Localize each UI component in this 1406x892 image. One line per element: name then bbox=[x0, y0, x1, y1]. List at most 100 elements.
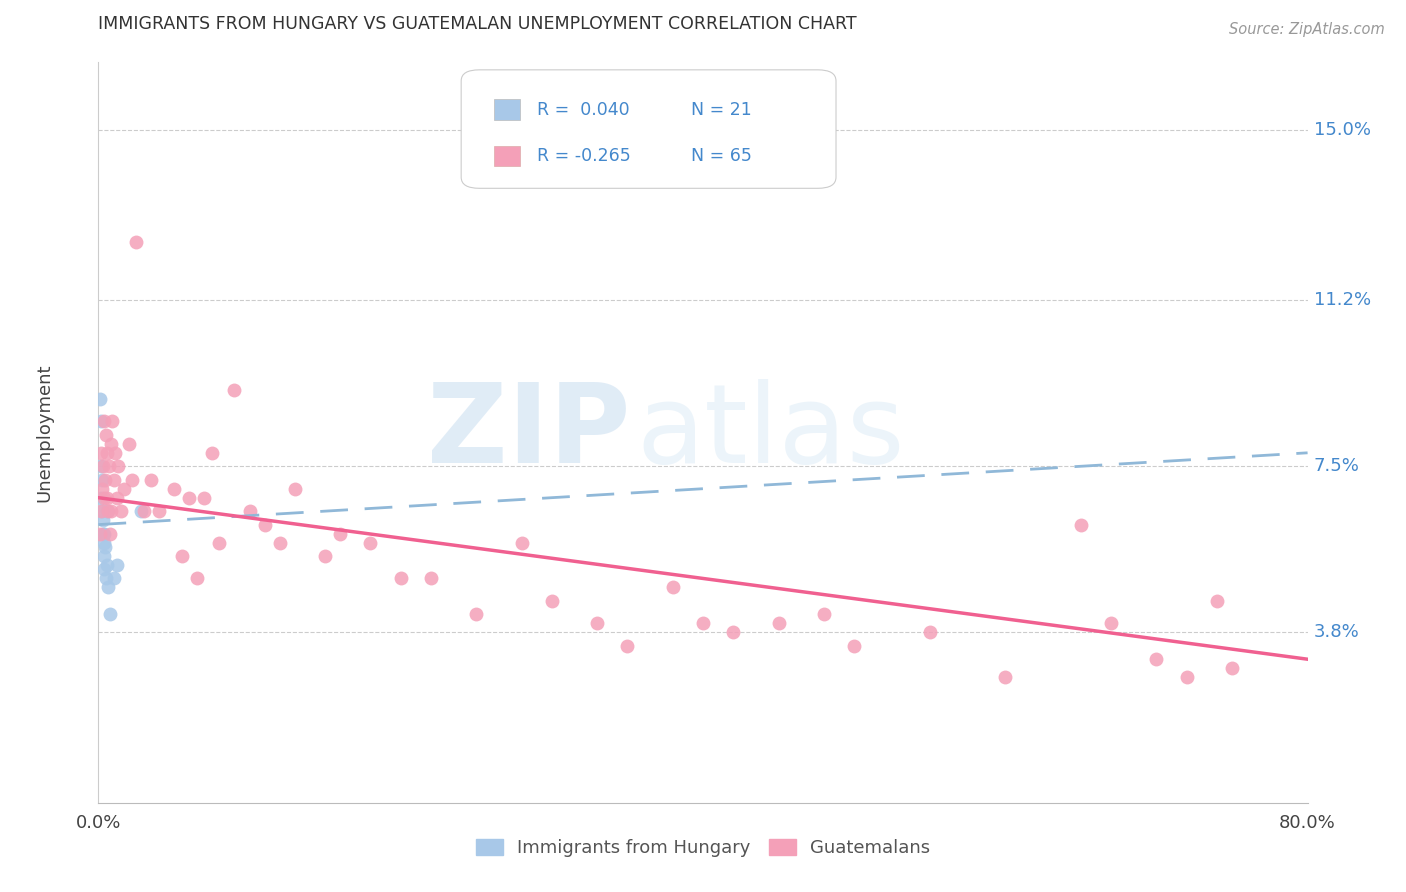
Point bbox=[98, 526, 121, 541]
Point bbox=[103, 473, 125, 487]
Point bbox=[723, 625, 745, 640]
Point bbox=[420, 571, 443, 585]
Point bbox=[269, 535, 291, 549]
Point bbox=[91, 504, 114, 518]
Point bbox=[100, 437, 122, 451]
Point bbox=[510, 535, 533, 549]
Point bbox=[389, 571, 412, 585]
Point bbox=[918, 625, 941, 640]
Point bbox=[90, 459, 112, 474]
Point bbox=[163, 482, 186, 496]
Point bbox=[1146, 652, 1168, 666]
Point bbox=[118, 437, 141, 451]
Point bbox=[91, 526, 114, 541]
Point bbox=[360, 535, 382, 549]
Point bbox=[105, 558, 128, 572]
Point bbox=[97, 504, 120, 518]
Point bbox=[141, 473, 163, 487]
Point bbox=[97, 581, 120, 595]
Point bbox=[813, 607, 835, 622]
Point bbox=[96, 504, 118, 518]
Legend: Immigrants from Hungary, Guatemalans: Immigrants from Hungary, Guatemalans bbox=[468, 831, 938, 864]
Point bbox=[284, 482, 307, 496]
Point bbox=[100, 504, 122, 518]
Point bbox=[1220, 661, 1243, 675]
Point bbox=[91, 513, 114, 527]
Point bbox=[314, 549, 336, 563]
Point bbox=[994, 670, 1017, 684]
Point bbox=[112, 482, 135, 496]
Point bbox=[91, 482, 114, 496]
Point bbox=[465, 607, 488, 622]
Text: N = 21: N = 21 bbox=[690, 101, 752, 119]
Text: 7.5%: 7.5% bbox=[1313, 458, 1360, 475]
FancyBboxPatch shape bbox=[461, 70, 837, 188]
Point bbox=[94, 428, 117, 442]
Text: atlas: atlas bbox=[637, 379, 905, 486]
Point bbox=[94, 473, 117, 487]
Point bbox=[1175, 670, 1198, 684]
Point bbox=[94, 540, 117, 554]
Point bbox=[1099, 616, 1122, 631]
Point bbox=[692, 616, 714, 631]
Point bbox=[253, 517, 276, 532]
Point bbox=[89, 392, 111, 406]
Point bbox=[93, 535, 115, 549]
Text: R =  0.040: R = 0.040 bbox=[537, 101, 630, 119]
Point bbox=[239, 504, 262, 518]
Point bbox=[107, 459, 129, 474]
Point bbox=[768, 616, 790, 631]
Point bbox=[540, 594, 562, 608]
Point bbox=[89, 526, 111, 541]
Point bbox=[844, 639, 866, 653]
Point bbox=[90, 446, 112, 460]
Point bbox=[104, 446, 127, 460]
Point bbox=[125, 235, 148, 249]
Point bbox=[224, 383, 246, 397]
Point bbox=[90, 504, 112, 518]
Point bbox=[93, 526, 115, 541]
Point bbox=[103, 571, 125, 585]
Point bbox=[1206, 594, 1229, 608]
Point bbox=[93, 562, 115, 576]
Point bbox=[90, 414, 112, 428]
Point bbox=[105, 491, 128, 505]
Point bbox=[93, 549, 115, 563]
Point bbox=[148, 504, 170, 518]
Point bbox=[98, 459, 121, 474]
Text: IMMIGRANTS FROM HUNGARY VS GUATEMALAN UNEMPLOYMENT CORRELATION CHART: IMMIGRANTS FROM HUNGARY VS GUATEMALAN UN… bbox=[98, 15, 858, 33]
Point bbox=[121, 473, 143, 487]
Point bbox=[91, 459, 114, 474]
Point bbox=[201, 446, 224, 460]
Point bbox=[170, 549, 193, 563]
Text: Source: ZipAtlas.com: Source: ZipAtlas.com bbox=[1229, 22, 1385, 37]
Point bbox=[661, 581, 683, 595]
Text: N = 65: N = 65 bbox=[690, 147, 752, 165]
Point bbox=[1070, 517, 1092, 532]
Text: 11.2%: 11.2% bbox=[1313, 292, 1371, 310]
Text: R = -0.265: R = -0.265 bbox=[537, 147, 631, 165]
Text: 3.8%: 3.8% bbox=[1313, 624, 1360, 641]
Text: 15.0%: 15.0% bbox=[1313, 120, 1371, 139]
Point bbox=[129, 504, 152, 518]
Point bbox=[93, 414, 115, 428]
Point bbox=[98, 607, 121, 622]
Point bbox=[91, 473, 114, 487]
Point bbox=[94, 571, 117, 585]
Text: Unemployment: Unemployment bbox=[35, 363, 53, 502]
Point bbox=[329, 526, 352, 541]
Point bbox=[96, 558, 118, 572]
Text: ZIP: ZIP bbox=[427, 379, 630, 486]
Point bbox=[101, 414, 124, 428]
Point bbox=[93, 491, 115, 505]
FancyBboxPatch shape bbox=[494, 145, 520, 167]
Point bbox=[110, 504, 132, 518]
FancyBboxPatch shape bbox=[494, 99, 520, 120]
Point bbox=[132, 504, 155, 518]
Point bbox=[208, 535, 231, 549]
Point bbox=[96, 446, 118, 460]
Point bbox=[179, 491, 201, 505]
Point bbox=[90, 491, 112, 505]
Point bbox=[586, 616, 609, 631]
Point bbox=[616, 639, 638, 653]
